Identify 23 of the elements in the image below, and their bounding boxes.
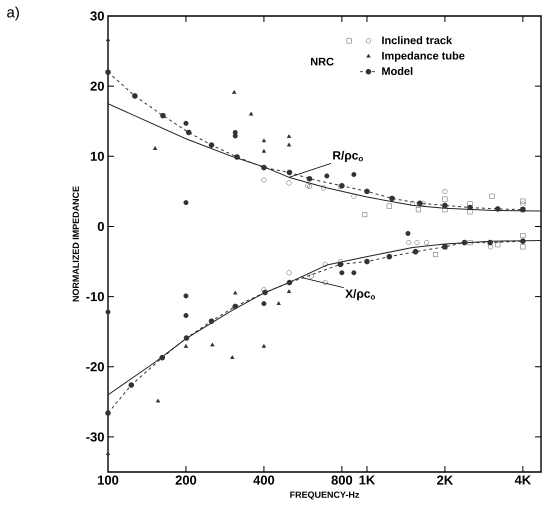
x-tick-label: 2K — [437, 476, 454, 485]
y-tick-label: 0 — [98, 222, 104, 232]
x-tick-label: 1K — [360, 476, 376, 484]
y-tick-label: 10 — [90, 152, 104, 161]
x-tick-label: 800 — [331, 476, 352, 485]
legend-label: Inclined track — [382, 36, 452, 44]
legend-title: NRC — [310, 58, 334, 66]
y-tick-label: -10 — [86, 292, 104, 302]
y-tick-label: -30 — [86, 432, 104, 442]
x-tick-label: 400 — [253, 476, 274, 485]
y-axis-title: NORMALIZED IMPEDANCE — [72, 186, 79, 302]
y-tick-label: -20 — [86, 362, 104, 372]
y-tick-label: 30 — [90, 11, 104, 21]
x-tick-label: 100 — [98, 476, 118, 485]
annotation: R/ρc$_{o}$ — [333, 150, 363, 162]
text: a) — [7, 6, 19, 20]
y-tick-label: 20 — [90, 82, 104, 91]
legend-label: Impedance tube — [382, 52, 464, 62]
x-tick-label: 4K — [514, 476, 532, 484]
x-axis-title: FREQUENCY-Hz — [290, 492, 360, 500]
annotation: X/ρc$_{o}$ — [345, 289, 376, 300]
x-tick-label: 200 — [176, 476, 196, 485]
legend-label: Model — [382, 66, 412, 76]
